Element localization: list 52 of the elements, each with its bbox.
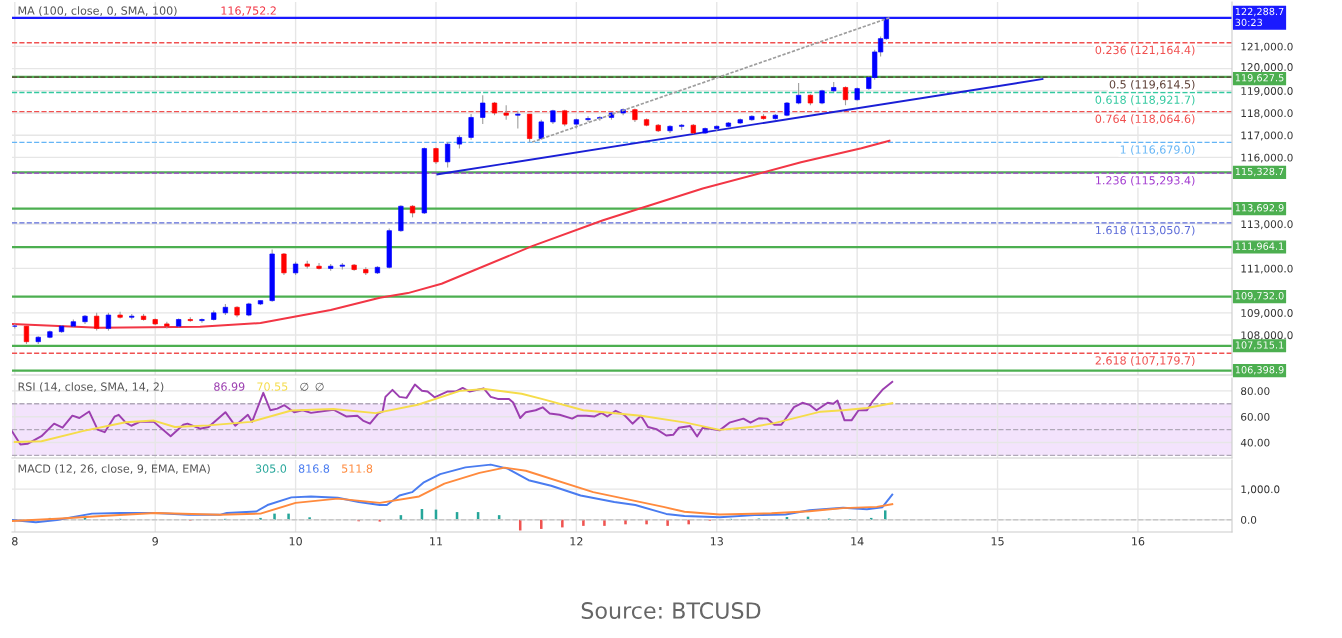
ref-line-label: 115,328.7 bbox=[1235, 167, 1284, 177]
ref-line-label: 109,732.0 bbox=[1235, 292, 1284, 301]
annotation: 305.0 bbox=[255, 464, 287, 473]
x-tick-label: 10 bbox=[289, 537, 302, 546]
annotation: 86.99 bbox=[214, 382, 245, 391]
ref-line-label: 0.618 (118,921.7) bbox=[1095, 95, 1195, 106]
source-note: Source: BTCUSD bbox=[581, 602, 761, 619]
x-tick-label: 12 bbox=[570, 537, 583, 546]
x-tick-label: 9 bbox=[152, 537, 158, 546]
y-tick-label: 40.00 bbox=[1240, 438, 1270, 447]
x-tick-label: 13 bbox=[710, 537, 723, 546]
annotation: ∅ bbox=[315, 382, 324, 391]
y-tick-label: 111,000.0 bbox=[1241, 264, 1293, 274]
x-tick-label: 14 bbox=[851, 537, 864, 546]
ref-line-label: 111,964.1 bbox=[1235, 242, 1284, 251]
y-tick-label: 113,000.0 bbox=[1241, 220, 1293, 230]
y-tick-label: 116,000.0 bbox=[1241, 153, 1293, 163]
ref-line-label: 1 (116,679.0) bbox=[1120, 145, 1195, 156]
annotation: ∅ bbox=[300, 382, 309, 391]
y-tick-label: 108,000.0 bbox=[1241, 331, 1293, 341]
y-tick-label: 117,000.0 bbox=[1241, 131, 1293, 141]
ref-line-label: 106,398.9 bbox=[1235, 366, 1284, 375]
annotation: MA (100, close, 0, SMA, 100) bbox=[18, 6, 177, 17]
ref-line-label: 0.764 (118,064.6) bbox=[1095, 114, 1195, 125]
ref-line-label: 1.236 (115,293.4) bbox=[1096, 175, 1195, 186]
ref-line-label: 1.618 (113,050.7) bbox=[1096, 225, 1195, 236]
annotation: 816.8 bbox=[298, 464, 330, 473]
annotation: 70.55 bbox=[257, 382, 288, 391]
x-tick-label: 8 bbox=[12, 537, 18, 546]
annotation: MACD (12, 26, close, 9, EMA, EMA) bbox=[18, 464, 210, 475]
y-tick-label: 119,000.0 bbox=[1241, 87, 1293, 96]
annotation: 511.8 bbox=[342, 464, 373, 473]
x-tick-label: 15 bbox=[991, 537, 1004, 546]
annotation: 116,752.2 bbox=[221, 6, 276, 16]
ref-line-label: 0.5 (119,614.5) bbox=[1109, 79, 1195, 90]
annotation: RSI (14, close, SMA, 14, 2) bbox=[18, 382, 164, 393]
y-tick-label: 109,000.0 bbox=[1241, 309, 1293, 318]
ref-line-label: 2.618 (107,179.7) bbox=[1095, 356, 1195, 366]
ref-line-label: 122,288.7 30:23 bbox=[1235, 7, 1284, 27]
y-tick-label: 120,000.0 bbox=[1241, 63, 1293, 73]
y-tick-label: 60.00 bbox=[1241, 412, 1270, 421]
y-tick-label: 121,000.0 bbox=[1241, 42, 1293, 52]
y-tick-label: 1,000.0 bbox=[1241, 485, 1280, 495]
x-tick-label: 11 bbox=[430, 537, 443, 546]
x-tick-label: 16 bbox=[1132, 537, 1145, 546]
y-tick-label: 0.0 bbox=[1241, 515, 1257, 524]
ref-line-label: 113,692.9 bbox=[1235, 204, 1284, 213]
ref-line-label: 0.236 (121,164.4) bbox=[1095, 45, 1195, 56]
y-tick-label: 118,000.0 bbox=[1241, 109, 1293, 119]
ref-line-label: 107,515.1 bbox=[1235, 341, 1284, 350]
ref-line-label: 119,627.5 bbox=[1235, 74, 1284, 83]
y-tick-label: 80.00 bbox=[1241, 387, 1270, 396]
